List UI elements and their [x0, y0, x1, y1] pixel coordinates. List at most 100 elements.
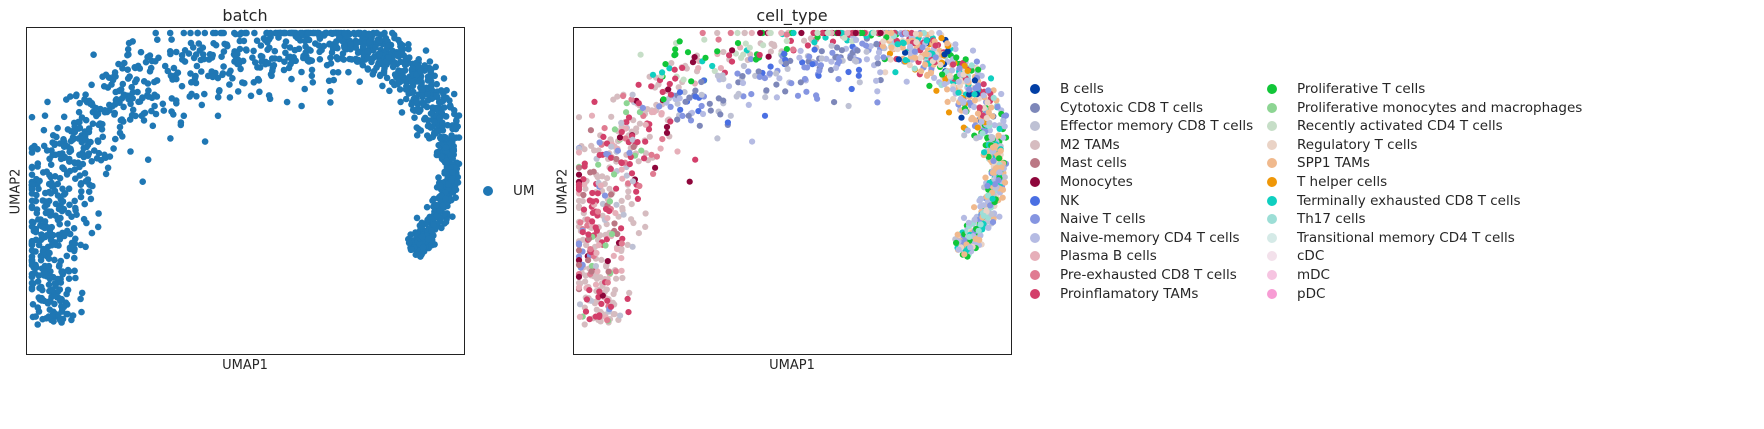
scatter-point-naive-memory-cd4-t-cells [903, 78, 910, 85]
scatter-point-um [219, 70, 227, 77]
scatter-point-naive-memory-cd4-t-cells [965, 219, 972, 226]
scatter-point-um [119, 80, 127, 88]
scatter-point-um [77, 295, 84, 303]
scatter-point-naive-memory-cd4-t-cells [969, 47, 977, 54]
scatter-point-spp1-tams [912, 54, 919, 61]
scatter-point-um [408, 246, 415, 253]
scatter-point-um [266, 95, 274, 103]
scatter-point-proliferative-t-cells [684, 49, 692, 56]
scatter-point-um [94, 110, 102, 118]
scatter-point-naive-t-cells [801, 64, 808, 71]
legend-marker [1030, 84, 1040, 94]
scatter-point-um [427, 110, 435, 117]
scatter-point-proinflamatory-tams [625, 309, 632, 316]
scatter-point-um [83, 219, 90, 227]
scatter-point-um [63, 171, 71, 178]
scatter-point-um [433, 80, 441, 88]
scatter-point-um [187, 29, 194, 37]
scatter-point-um [149, 122, 157, 130]
scatter-point-um [307, 47, 314, 54]
scatter-point-um [160, 107, 168, 114]
scatter-point-spp1-tams [999, 186, 1007, 193]
scatter-point-nk [855, 66, 863, 73]
scatter-point-um [57, 155, 65, 163]
scatter-point-naive-memory-cd4-t-cells [977, 195, 985, 202]
scatter-point-cytotoxic-cd8-t-cells [831, 99, 838, 106]
scatter-point-um [102, 71, 110, 79]
scatter-point-um [119, 65, 126, 72]
scatter-point-effector-memory-cd8-t-cells [988, 211, 995, 218]
scatter-point-naive-memory-cd4-t-cells [823, 55, 830, 63]
scatter-point-nk [676, 89, 684, 96]
scatter-point-um [385, 54, 393, 61]
scatter-point-m2-tams [625, 188, 632, 195]
scatter-point-um [63, 252, 71, 260]
scatter-point-um [51, 187, 59, 195]
scatter-point-um [71, 128, 79, 136]
scatter-point-plasma-b-cells [612, 210, 619, 217]
scatter-point-m2-tams [575, 204, 583, 211]
scatter-point-cytotoxic-cd8-t-cells [717, 111, 724, 118]
scatter-point-um [394, 80, 401, 88]
scatter-point-effector-memory-cd8-t-cells [623, 172, 630, 179]
scatter-point-terminally-exhausted-cd8-t-cells [900, 40, 907, 47]
scatter-point-um [332, 42, 340, 50]
scatter-point-um [71, 240, 79, 247]
scatter-point-b-cells [941, 51, 948, 58]
scatter-point-spp1-tams [971, 97, 979, 104]
scatter-point-um [424, 216, 431, 224]
legend-marker [1030, 158, 1040, 169]
legend-marker [1030, 270, 1040, 280]
scatter-point-naive-memory-cd4-t-cells [739, 79, 747, 87]
scatter-point-um [76, 99, 83, 107]
scatter-point-um [250, 79, 258, 86]
scatter-point-proliferative-monocytes-and-macrophages [638, 147, 645, 154]
scatter-point-effector-memory-cd8-t-cells [986, 119, 993, 126]
scatter-point-proinflamatory-tams [589, 218, 596, 225]
scatter-point-spp1-tams [992, 165, 999, 172]
scatter-point-th17-cells [911, 65, 918, 72]
scatter-point-effector-memory-cd8-t-cells [608, 143, 615, 150]
scatter-point-t-helper-cells [974, 124, 981, 131]
scatter-point-um [44, 98, 51, 106]
scatter-point-pre-exhausted-cd8-t-cells [612, 268, 620, 275]
scatter-point-th17-cells [990, 94, 997, 101]
legend-marker [1267, 195, 1277, 206]
scatter-point-um [36, 296, 44, 303]
legend-marker [1030, 102, 1040, 113]
scatter-point-um [376, 51, 383, 58]
scatter-point-um [421, 62, 429, 69]
scatter-point-um [235, 60, 243, 67]
scatter-point-cytotoxic-cd8-t-cells [818, 48, 825, 55]
scatter-point-proliferative-t-cells [783, 46, 791, 53]
scatter-point-effector-memory-cd8-t-cells [784, 65, 791, 72]
scatter-point-um [286, 44, 294, 51]
scatter-point-um [326, 41, 333, 48]
scatter-point-um [45, 281, 53, 289]
scatter-point-um [427, 66, 435, 73]
scatter-point-um [401, 67, 409, 74]
scatter-point-um [111, 111, 118, 118]
scatter-point-naive-t-cells [656, 103, 663, 110]
scatter-point-um [77, 181, 85, 188]
scatter-point-um [414, 251, 421, 258]
scatter-point-um [271, 55, 279, 62]
scatter-point-m2-tams [720, 48, 727, 56]
scatter-point-m2-tams [611, 311, 618, 318]
scatter-point-proinflamatory-tams [635, 100, 642, 107]
scatter-point-proinflamatory-tams [819, 29, 826, 37]
scatter-point-um [71, 267, 78, 275]
scatter-point-naive-t-cells [679, 112, 686, 119]
scatter-point-terminally-exhausted-cd8-t-cells [822, 34, 829, 41]
scatter-point-regulatory-t-cells [960, 71, 967, 78]
scatter-point-um [253, 37, 261, 44]
scatter-point-um [66, 158, 73, 165]
scatter-point-naive-memory-cd4-t-cells [998, 90, 1005, 98]
scatter-point-regulatory-t-cells [913, 39, 920, 46]
scatter-point-naive-memory-cd4-t-cells [676, 95, 683, 102]
scatter-point-monocytes [575, 257, 583, 264]
scatter-point-um [214, 93, 222, 101]
scatter-point-proliferative-t-cells [926, 82, 933, 89]
scatter-point-um [85, 188, 93, 195]
scatter-point-um [66, 201, 73, 209]
